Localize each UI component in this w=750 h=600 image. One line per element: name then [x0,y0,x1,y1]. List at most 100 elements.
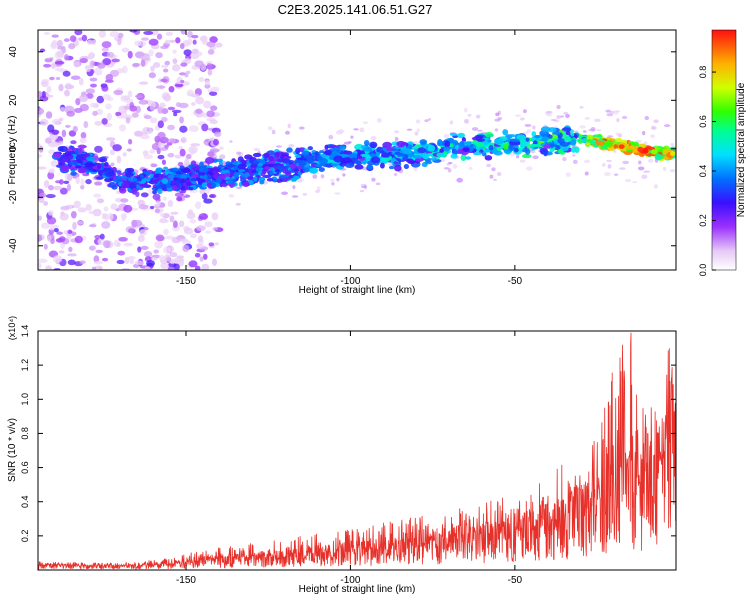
spectral-blob [171,64,181,72]
spectral-blob [149,149,156,154]
spectral-blob [590,127,596,132]
spectral-blob [298,126,305,130]
spectral-blob [468,166,473,170]
spectral-blob [303,167,310,173]
spectral-blob [126,167,135,173]
spectral-blob [116,115,127,119]
spectral-blob [78,77,84,86]
spectral-blob [440,158,446,162]
spectral-blob [191,174,199,178]
ytick-label: 0.4 [20,495,30,508]
spectral-blob [563,111,569,115]
spectral-blob [188,209,194,215]
spectral-blob [159,217,168,223]
spectral-blob [651,125,655,129]
spectral-blob [171,236,181,244]
spectral-blob [155,234,165,242]
spectral-blob [184,73,189,78]
spectral-blob [54,60,65,65]
spectral-blob [363,184,367,190]
spectral-blob [171,109,182,114]
spectral-blob [606,159,612,163]
spectral-blob [330,178,335,182]
spectral-blob [462,147,470,152]
spectral-blob [314,150,319,157]
spectral-blob [235,202,241,206]
spectral-blob [670,151,676,157]
spectral-blob [59,107,66,112]
spectral-blob [203,100,212,109]
spectral-blob [66,183,71,192]
spectral-blob [158,255,166,261]
spectral-blob [61,129,67,138]
spectral-blob [209,119,218,125]
spectral-blob [312,174,318,179]
spectral-blob [484,155,493,161]
spectral-blob [297,165,303,170]
spectral-blob [342,173,346,177]
spectral-blob [38,196,45,204]
spectral-blob [138,204,149,210]
spectral-blob [105,103,112,110]
spectral-blob [316,186,321,191]
spectral-blob [212,174,219,179]
spectral-blob [58,236,66,243]
spectral-blob [67,259,76,266]
spectral-blob [183,227,194,235]
spectral-blob [213,138,219,146]
spectral-blob [104,161,109,167]
colorbar-tick-label: 0.2 [698,214,708,227]
spectral-blob [191,48,199,54]
spectral-blob [45,194,56,199]
chart-title: C2E3.2025.141.06.51.G27 [278,2,433,17]
spectral-blob [68,150,77,155]
spectral-blob [214,172,220,176]
spectral-blob [167,266,174,270]
spectral-blob [556,104,561,110]
spectral-blob [308,167,319,174]
spectral-blob [67,229,73,234]
spectral-blob [253,147,261,152]
spectral-blob [532,125,536,130]
snr-yticks: 0.2 0.4 0.6 0.8 1.0 1.2 1.4 [20,325,676,542]
spectral-blob [79,260,86,265]
spectral-blob [206,63,213,70]
spectral-blob [129,105,138,112]
spectral-blob [617,133,622,138]
spectral-blob [158,142,166,149]
spectral-blob [444,140,451,148]
spectral-blob [96,176,104,180]
spectral-blob [58,83,64,92]
spectral-blob [173,263,180,270]
spectral-blob [207,176,212,180]
spectral-blob [415,157,424,162]
spectral-blob [188,260,198,268]
spectral-blob [148,49,154,57]
spectral-blob [86,156,95,161]
snr-panel: -150 -100 -50 0.2 0.4 0.6 0.8 1.0 1.2 1.4 Height… [7,316,677,595]
spectral-blob [179,125,188,133]
spectral-blob [594,118,601,122]
colorbar-tick-label: 0.6 [698,115,708,128]
spectral-blob [54,67,65,72]
spectral-blob [85,88,96,94]
spectral-blob [275,145,283,148]
spectral-blob [616,118,620,123]
spectral-blob [643,170,651,173]
spectral-blob [92,110,98,116]
spectral-blob [89,102,97,108]
spectral-blob [343,141,351,145]
spectral-blob [288,143,295,148]
spectral-blob [203,198,213,204]
spectral-blob [182,244,190,253]
spectral-blob [572,154,576,157]
spectral-blob [209,36,218,44]
spectral-blob [613,173,619,176]
spectral-blob [198,172,206,176]
spectral-blob [127,90,133,98]
spectral-blob [62,70,71,77]
spectral-blob [38,90,43,98]
spectral-blob [188,186,194,191]
spectral-blob [266,177,274,182]
spectral-blob [471,136,482,141]
